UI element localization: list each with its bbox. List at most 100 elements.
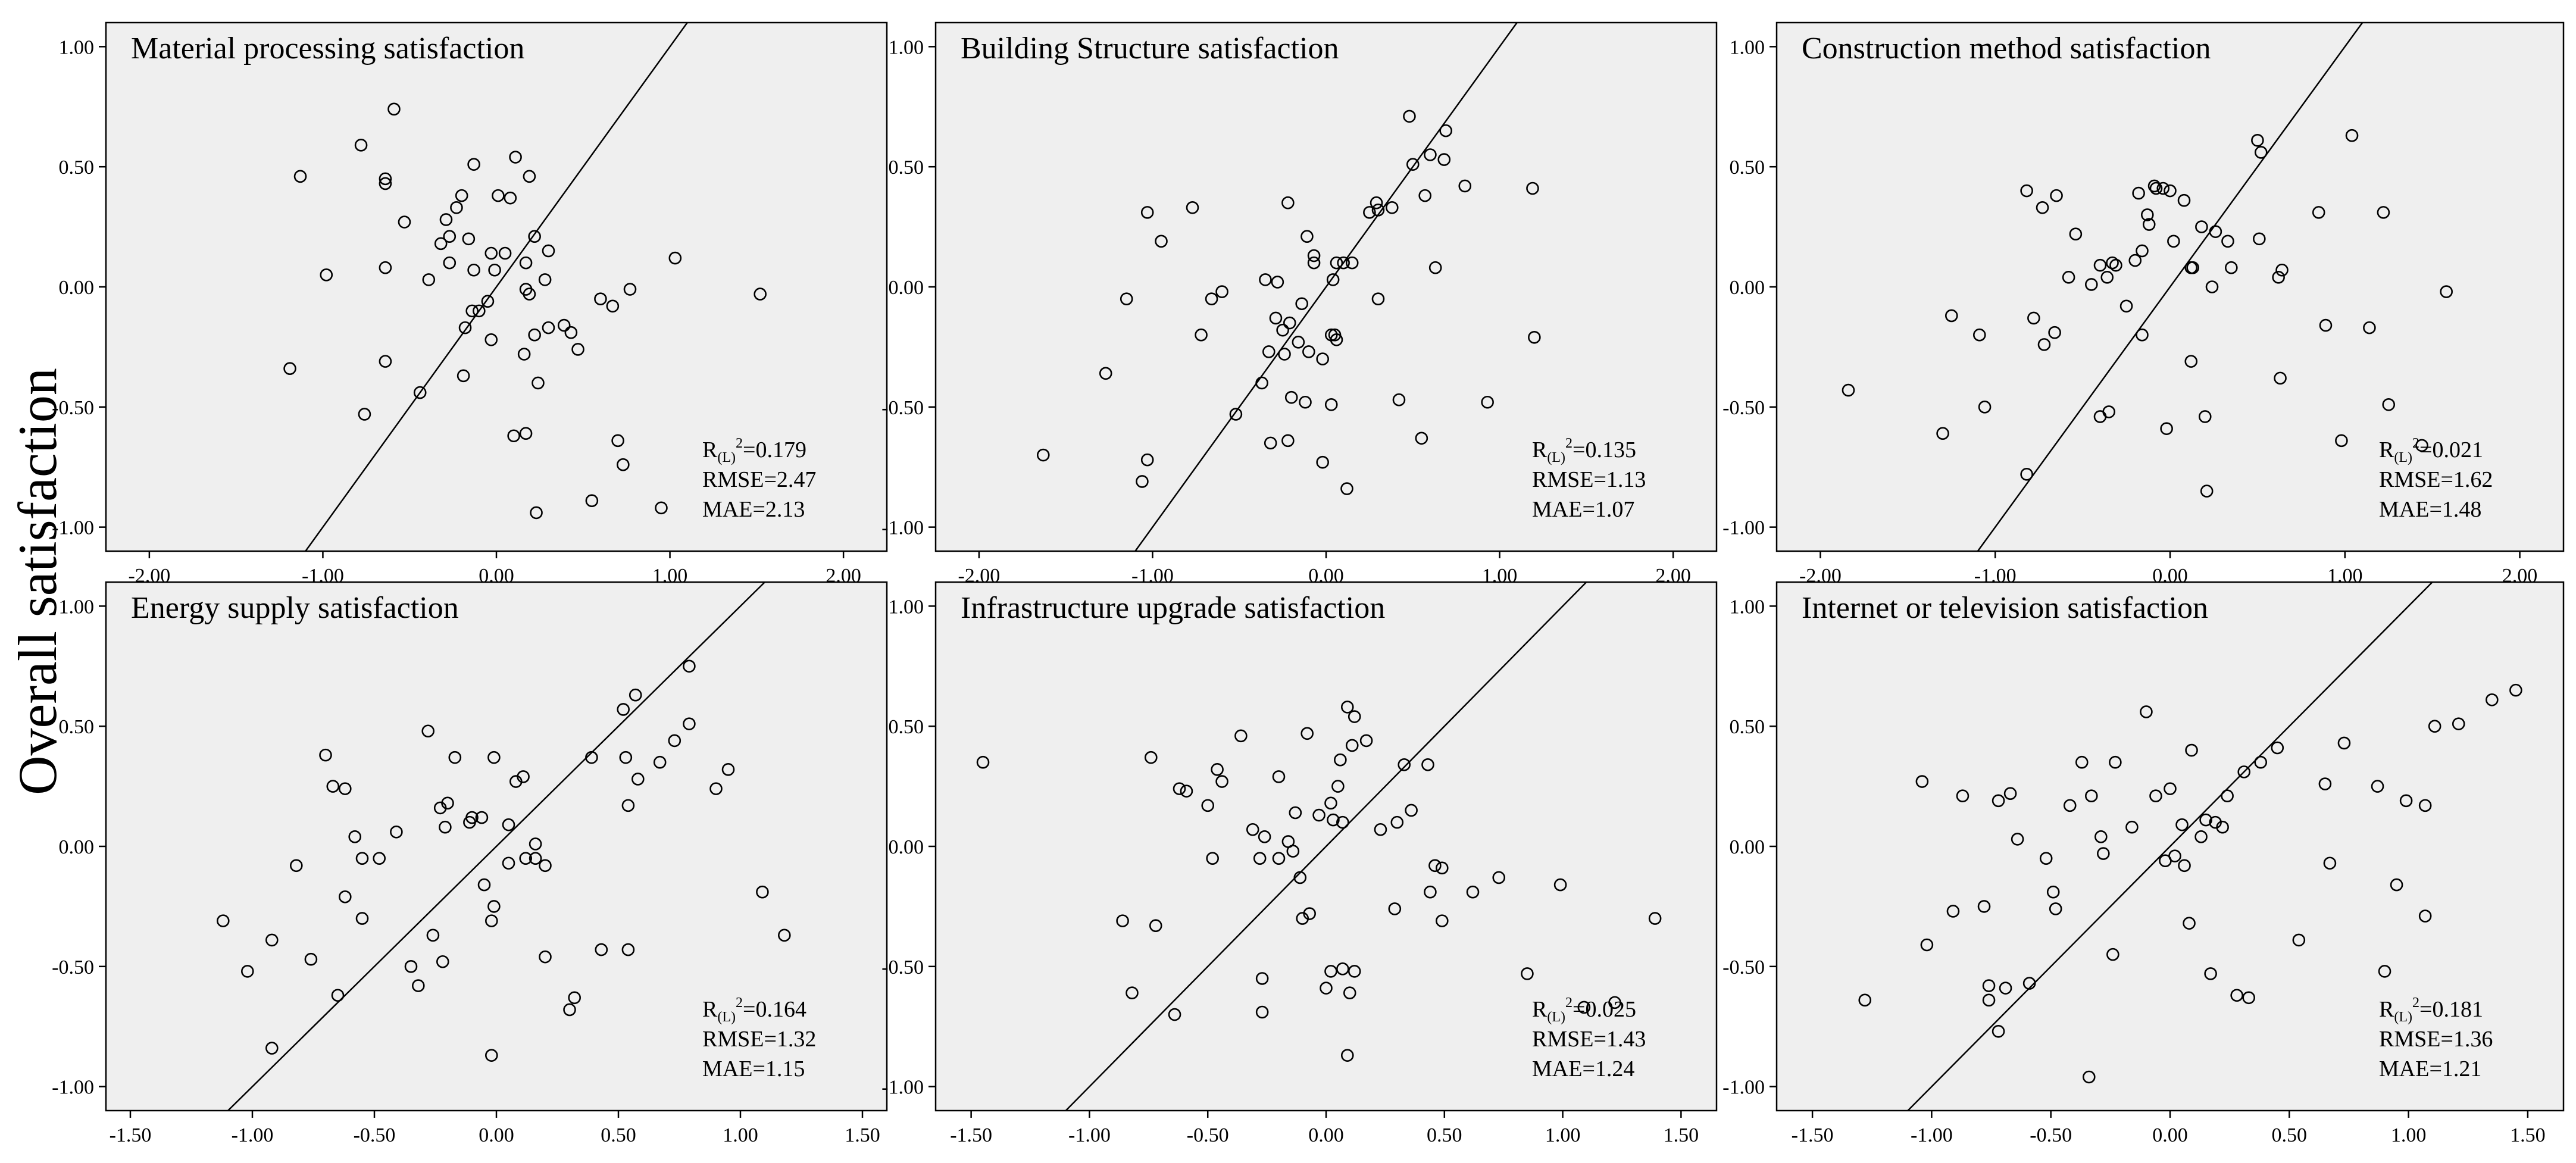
r2-stat: R(L)2=0.164: [702, 995, 806, 1025]
data-point: [2020, 184, 2033, 198]
data-point: [1415, 432, 1428, 445]
data-point: [557, 318, 571, 332]
data-point: [632, 773, 645, 786]
data-point: [1992, 1025, 2005, 1038]
data-point: [2085, 789, 2098, 803]
y-tick-label: 0.50: [889, 716, 924, 738]
data-point: [2136, 244, 2149, 258]
data-point: [1120, 292, 1133, 305]
data-point: [1481, 395, 1494, 409]
r2-stat: R(L)2=0.025: [1532, 995, 1636, 1025]
y-tick-label: 1.00: [59, 36, 95, 58]
y-tick-label: 1.00: [889, 36, 924, 58]
data-point: [519, 852, 533, 865]
y-tick-label: 1.00: [59, 596, 95, 618]
data-point: [1320, 981, 1333, 995]
data-point: [398, 215, 411, 229]
y-tick-label: -0.50: [881, 956, 924, 978]
data-point: [487, 900, 501, 913]
data-point: [1972, 328, 1986, 342]
data-point: [1255, 376, 1268, 390]
data-point: [2036, 201, 2049, 214]
data-point: [1272, 852, 1286, 865]
x-tick-label: -0.50: [2030, 1124, 2072, 1146]
data-point: [1149, 919, 1162, 932]
y-tick-label: 1.00: [1730, 596, 1765, 618]
x-tick-label: -1.50: [1792, 1124, 1834, 1146]
x-tick-label: 0.50: [2272, 1124, 2308, 1146]
x-tick-label: 1.50: [2510, 1124, 2546, 1146]
data-point: [1337, 256, 1350, 270]
data-point: [2275, 263, 2289, 277]
data-point: [379, 261, 392, 274]
data-point: [619, 751, 633, 764]
data-point: [289, 859, 303, 873]
data-point: [2050, 189, 2063, 202]
data-point: [2216, 820, 2229, 834]
data-point: [1424, 885, 1437, 899]
data-point: [1316, 352, 1329, 365]
data-point: [1370, 196, 1383, 210]
data-point: [2390, 878, 2403, 892]
data-point: [2440, 285, 2453, 298]
data-point: [617, 703, 630, 716]
data-point: [320, 268, 333, 282]
data-point: [379, 355, 392, 368]
data-point: [2377, 206, 2390, 219]
data-point: [475, 811, 489, 824]
data-point: [1403, 110, 1416, 123]
data-point: [2100, 271, 2114, 284]
data-point: [542, 244, 555, 258]
data-point: [2177, 193, 2191, 207]
data-point: [434, 237, 448, 251]
data-point: [433, 801, 447, 815]
y-tick-label: 0.50: [59, 716, 95, 738]
data-point: [2254, 755, 2268, 769]
y-tick-label: 0.00: [889, 836, 924, 858]
data-point: [331, 989, 345, 1002]
x-tick-label: -1.50: [110, 1124, 152, 1146]
data-point: [1915, 775, 1929, 788]
data-point: [1371, 292, 1385, 305]
data-point: [477, 878, 491, 892]
data-point: [413, 386, 427, 399]
panel-title: Building Structure satisfaction: [961, 32, 1339, 65]
y-tick-label: -1.00: [1722, 1077, 1765, 1099]
data-point: [1436, 861, 1449, 875]
data-point: [2195, 220, 2208, 233]
data-point: [2274, 371, 2287, 385]
data-point: [443, 230, 457, 243]
panel-6: -1.50 -1.00 -0.50 0.00 0.50 1.00 1.50 1.00 0.50 0…: [1722, 581, 2565, 1146]
data-point: [1262, 345, 1276, 358]
data-point: [1390, 815, 1404, 829]
data-point: [421, 724, 435, 738]
data-point: [404, 960, 418, 973]
data-point: [2136, 328, 2149, 342]
data-point: [1099, 367, 1112, 380]
data-point: [1371, 204, 1385, 217]
data-point: [1327, 813, 1340, 827]
data-point: [1281, 196, 1295, 210]
data-point: [1982, 979, 1996, 992]
data-point: [492, 189, 505, 202]
rmse-stat: RMSE=1.36: [2379, 1027, 2493, 1052]
data-point: [571, 343, 584, 356]
data-point: [1206, 852, 1219, 865]
data-point: [2094, 830, 2108, 843]
data-point: [585, 751, 598, 764]
data-point: [1424, 148, 1437, 161]
data-point: [2371, 780, 2384, 793]
data-point: [2323, 856, 2337, 870]
data-point: [1173, 782, 1186, 795]
data-point: [668, 251, 682, 265]
data-point: [265, 933, 279, 947]
y-tick-label: -1.00: [52, 517, 94, 539]
mae-stat: MAE=1.15: [702, 1056, 805, 1081]
panel-title: Material processing satisfaction: [131, 32, 524, 65]
data-point: [338, 782, 352, 795]
data-point: [2237, 765, 2250, 779]
data-point: [1466, 885, 1480, 899]
y-tick-label: -1.00: [881, 517, 924, 539]
data-point: [1302, 345, 1315, 358]
data-point: [2141, 208, 2154, 221]
